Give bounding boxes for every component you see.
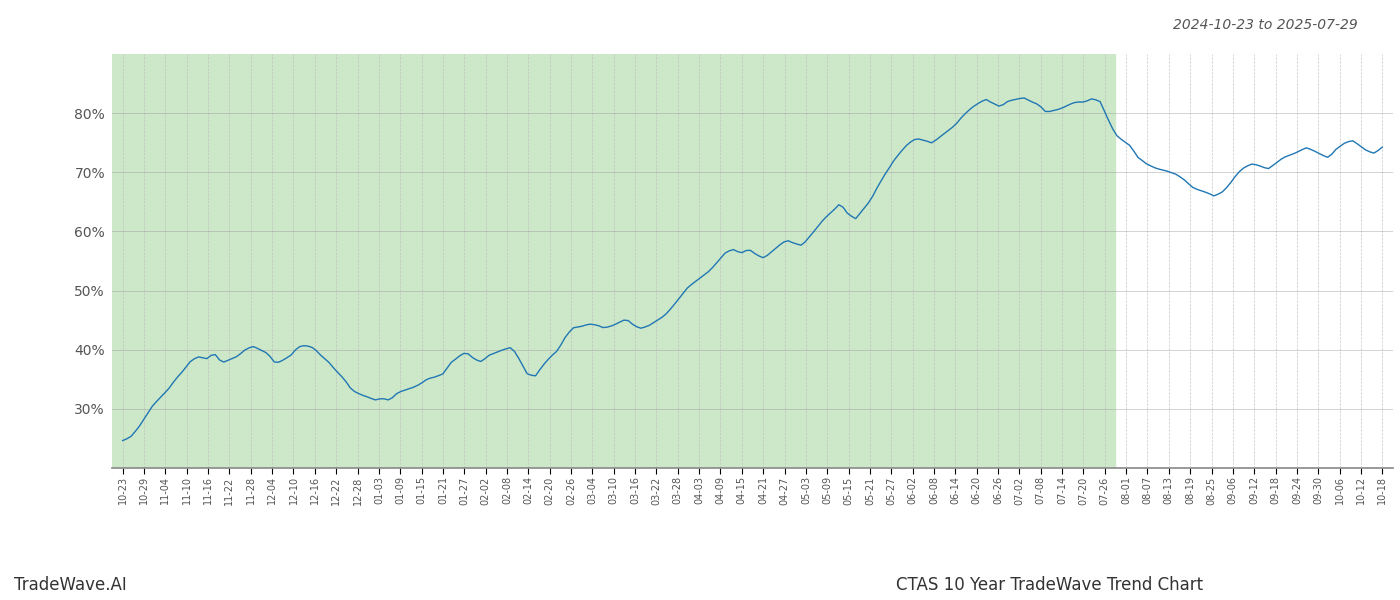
Text: 2024-10-23 to 2025-07-29: 2024-10-23 to 2025-07-29 bbox=[1173, 18, 1358, 32]
Bar bbox=[112, 54, 1116, 468]
Text: CTAS 10 Year TradeWave Trend Chart: CTAS 10 Year TradeWave Trend Chart bbox=[896, 576, 1204, 594]
Text: TradeWave.AI: TradeWave.AI bbox=[14, 576, 127, 594]
